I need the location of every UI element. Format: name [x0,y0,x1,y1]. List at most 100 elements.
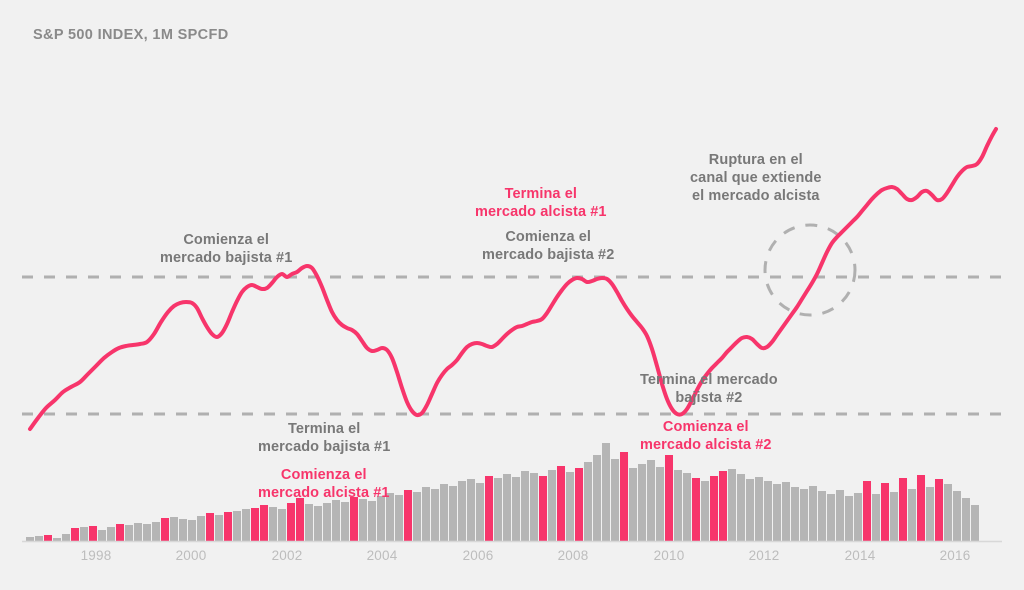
volume-bar [944,484,952,541]
annotation-bear-1-end: Termina el mercado bajista #1 [258,421,391,455]
volume-bar [512,477,520,541]
volume-bar [107,527,115,541]
volume-bar [215,515,223,541]
volume-bar [476,483,484,541]
volume-bar [404,490,412,541]
x-axis-tick-label: 2008 [557,548,589,563]
annotation-bear-2-start: Comienza el mercado bajista #2 [482,229,615,263]
volume-bar [494,478,502,541]
volume-bar [440,484,448,541]
x-axis-tick-label: 2016 [939,548,971,563]
volume-bar [260,505,268,541]
volume-bar [728,469,736,541]
volume-bar [764,481,772,541]
volume-bar [89,526,97,541]
volume-bar [539,476,547,541]
volume-bar [638,464,646,541]
price-line-path [28,127,998,431]
volume-bar [836,490,844,541]
x-axis-tick-label: 2002 [271,548,303,563]
volume-bar [548,470,556,541]
x-axis-tick-label: 2006 [462,548,494,563]
volume-bar [710,476,718,541]
x-axis-tick-label: 1998 [80,548,112,563]
volume-bar [674,470,682,541]
volume-bar [116,524,124,541]
volume-bar [755,477,763,541]
volume-bar [701,481,709,541]
volume-bar [935,479,943,541]
volume-bar [503,474,511,541]
volume-bar [890,492,898,541]
x-axis-tick-label: 2014 [844,548,876,563]
annotation-bear-1-start: Comienza el mercado bajista #1 [160,232,293,266]
volume-bar [332,500,340,541]
volume-bar [251,508,259,541]
volume-bar [485,476,493,541]
volume-bar [809,486,817,541]
volume-bar [224,512,232,541]
reference-line-group [22,275,1002,416]
volume-bar [323,503,331,541]
x-axis-tick-label: 2004 [366,548,398,563]
volume-bar [458,481,466,541]
volume-bar [233,511,241,541]
volume-bar [863,481,871,541]
chart-title: S&P 500 INDEX, 1M SPCFD [33,27,229,43]
volume-bar [341,502,349,541]
volume-bar [899,478,907,541]
annotation-bear-2-end: Termina el mercado bajista #2 [640,372,778,406]
volume-bar [359,499,367,541]
volume-bar [818,491,826,541]
volume-bar [242,509,250,541]
volume-bar [521,471,529,541]
volume-bar [422,487,430,541]
volume-bar [719,471,727,541]
volume-bar [431,489,439,541]
volume-bar [368,501,376,541]
volume-bar [170,517,178,541]
volume-bar [737,474,745,541]
volume-bar [854,493,862,541]
x-axis-tick-label: 2000 [175,548,207,563]
volume-bar [53,538,61,541]
volume-bar [629,468,637,541]
x-axis-tick-label: 2010 [653,548,685,563]
volume-bar [26,537,34,541]
volume-bar [188,520,196,541]
volume-bar [962,498,970,541]
volume-bar [791,487,799,541]
annotation-bull-1-end: Termina el mercado alcista #1 [475,186,607,220]
volume-bar [611,459,619,541]
volume-bar [782,482,790,541]
volume-bar [665,455,673,541]
volume-bar [692,478,700,541]
volume-bar [305,504,313,541]
annotation-bull-2-start: Comienza el mercado alcista #2 [640,419,772,453]
volume-bar [656,467,664,541]
volume-bar [746,479,754,541]
volume-bar [413,492,421,541]
volume-bar [98,530,106,541]
volume-bar [917,475,925,541]
volume-bar [314,506,322,541]
volume-bar [773,484,781,541]
volume-bar [125,525,133,541]
volume-bar [602,443,610,541]
volume-bar [845,496,853,541]
volume-bar [350,497,358,541]
volume-bar [827,494,835,541]
volume-bar [971,505,979,541]
volume-bar [296,498,304,541]
volume-bar [62,534,70,541]
volume-bar [161,518,169,541]
annotation-channel-break: Ruptura en el canal que extiende el merc… [690,152,822,204]
volume-bar [35,536,43,541]
volume-bar [584,462,592,541]
volume-bar [152,522,160,541]
volume-bar [449,486,457,541]
volume-bar [377,496,385,541]
volume-bar [395,495,403,541]
